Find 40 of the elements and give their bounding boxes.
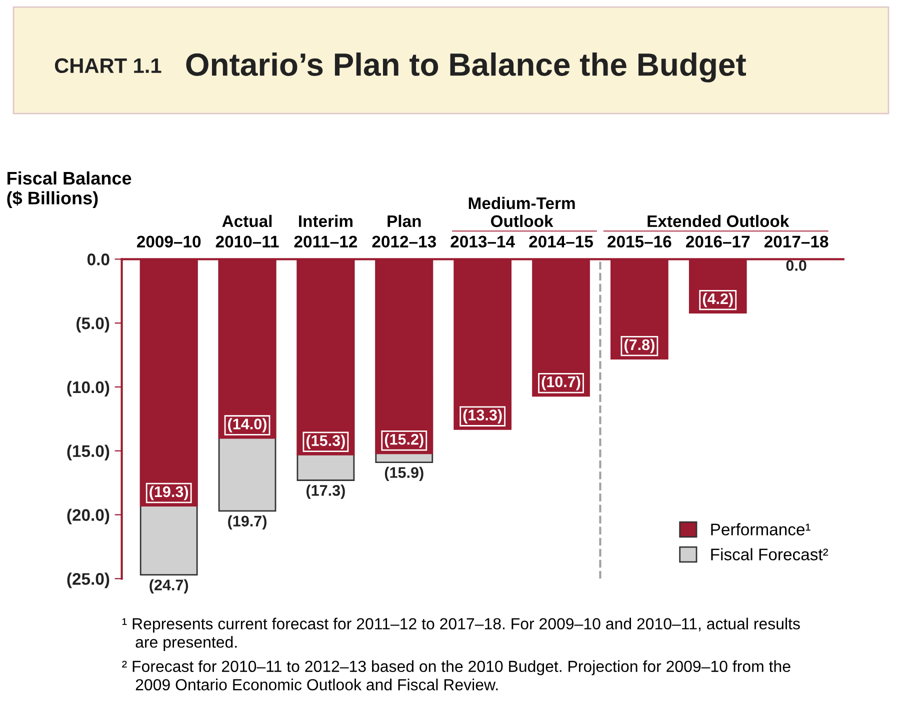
data-label: (15.9): [384, 466, 424, 481]
text: Extended Outlook: [648, 214, 790, 228]
x-tick-label: 2016–17: [686, 236, 750, 248]
text: Actual: [222, 214, 272, 228]
y-tick-label: (10.0): [67, 380, 110, 396]
chart-title: Ontario’s Plan to Balance the Budget: [186, 52, 746, 82]
x-tick-label: 2017–18: [764, 236, 828, 248]
data-label: (4.2): [702, 292, 733, 308]
legend-label: Fiscal Forecast²: [711, 548, 828, 560]
data-label: (10.7): [542, 376, 580, 390]
x-tick-label: 2014–15: [529, 236, 593, 248]
x-tick-label: 2015–16: [608, 236, 672, 248]
y-tick-label: (15.0): [67, 444, 110, 460]
text: Interim: [299, 214, 352, 228]
text: Medium-Term Outlook: [468, 196, 575, 228]
data-label: (7.8): [624, 338, 654, 354]
y-tick-label: (20.0): [67, 508, 110, 524]
text: ² Forecast for 2010–11 to 2012–13 based on the 2010 Budget. Projection for 2009–10 from the 2009 Ontario Economic Outlook and Fiscal Review.: [122, 660, 790, 690]
text: Plan: [388, 214, 421, 228]
legend-label: Performance¹: [711, 523, 810, 536]
y-tick-label: (25.0): [67, 572, 110, 588]
data-label: (24.7): [150, 579, 188, 594]
x-tick-label: 2009–10: [136, 236, 201, 248]
text: ¹ Represents current forecast for 2011–12 to 2017–18. For 2009–10 and 2010–11, actual results are presented.: [122, 618, 800, 651]
data-label: (13.3): [463, 409, 502, 424]
data-label: (19.3): [150, 486, 188, 500]
y-tick-label: (5.0): [76, 317, 110, 333]
data-label: (14.0): [228, 418, 266, 432]
y-tick-label: 0.0: [87, 254, 110, 266]
data-label: (19.7): [228, 515, 266, 530]
x-tick-label: 2011–12: [294, 236, 358, 248]
chart-subtitle: CHART 1.1: [54, 58, 162, 74]
data-label: (15.2): [384, 434, 424, 448]
data-label: (15.3): [306, 434, 345, 450]
y-axis-title: Fiscal Balance ($ Billions): [7, 171, 132, 208]
x-tick-label: 2013–14: [450, 236, 515, 248]
x-tick-label: 2010–11: [216, 236, 279, 248]
x-tick-label: 2012–13: [372, 236, 436, 248]
data-label: (17.3): [306, 484, 345, 499]
data-label: 0.0: [786, 260, 806, 271]
